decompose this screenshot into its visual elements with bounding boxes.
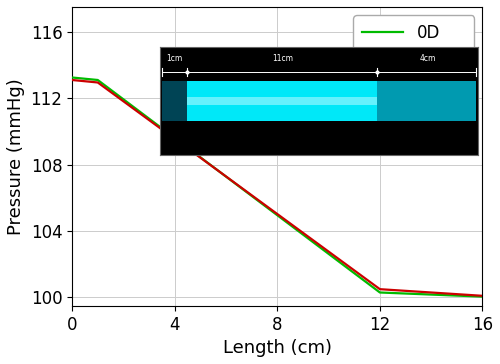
Bar: [162, 80, 476, 122]
Bar: [162, 80, 187, 122]
Text: 4cm: 4cm: [420, 55, 436, 63]
Text: 11cm: 11cm: [272, 55, 292, 63]
Legend: 0D, DG1D: 0D, DG1D: [353, 15, 474, 76]
Bar: [378, 80, 476, 122]
Line: 0D: 0D: [72, 78, 482, 297]
DG1D: [480, 294, 486, 298]
Line: DG1D: DG1D: [72, 80, 482, 296]
0D: [69, 75, 75, 80]
DG1D: [69, 78, 75, 82]
Bar: [187, 97, 378, 105]
Text: 1cm: 1cm: [166, 55, 182, 63]
DG1D: [377, 287, 383, 291]
0D: [377, 290, 383, 295]
0D: [480, 294, 486, 299]
DG1D: [94, 80, 100, 85]
0D: [94, 78, 100, 82]
X-axis label: Length (cm): Length (cm): [223, 339, 332, 357]
Bar: [187, 80, 378, 122]
Y-axis label: Pressure (mmHg): Pressure (mmHg): [7, 78, 25, 235]
